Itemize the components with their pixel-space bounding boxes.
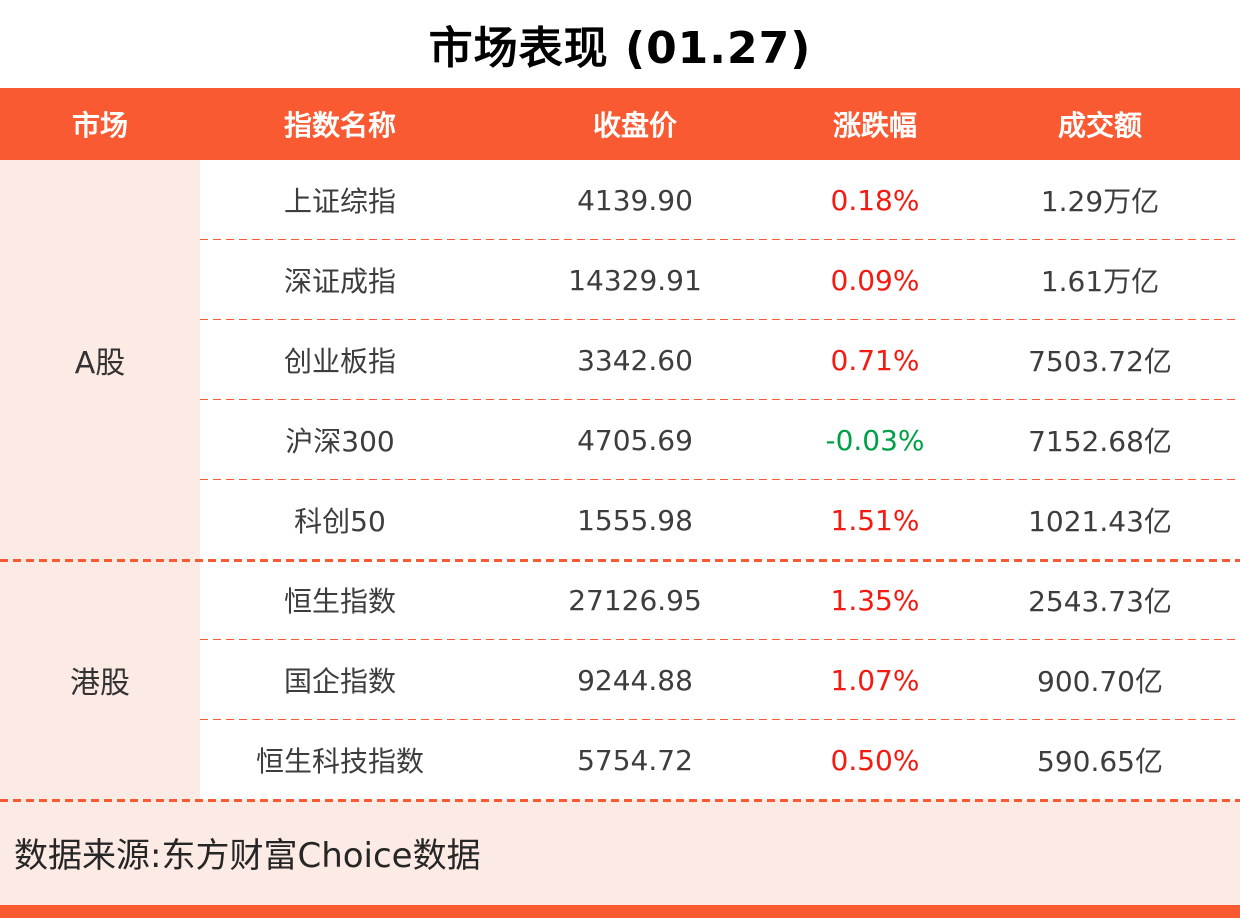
index-name: 创业板指 — [283, 345, 396, 378]
market-label: A股 — [0, 160, 200, 560]
header-cell-index: 指数名称 — [283, 109, 396, 142]
header-cell-close: 收盘价 — [592, 109, 677, 142]
index-name: 恒生指数 — [283, 585, 396, 618]
data-source-text: 数据来源:东方财富Choice数据 — [14, 836, 481, 876]
table-row: 沪深300 4705.69 -0.03% 7152.68亿 — [200, 400, 1240, 482]
index-name: 国企指数 — [283, 665, 396, 698]
market-label: 港股 — [0, 560, 200, 800]
index-name: 沪深300 — [285, 425, 395, 458]
footer: 数据来源:东方财富Choice数据 — [0, 798, 1240, 905]
header-cell-change: 涨跌幅 — [832, 109, 917, 142]
change-percent: -0.03% — [825, 423, 925, 457]
trading-volume: 1.29万亿 — [1040, 185, 1160, 218]
trading-volume: 1021.43亿 — [1028, 505, 1172, 538]
index-name: 科创50 — [294, 505, 386, 538]
page-title: 市场表现 (01.27) — [428, 23, 812, 74]
change-percent: 0.18% — [830, 183, 920, 217]
table-body: A股 上证综指 4139.90 0.18% 1.29万亿 深证成指 14329.… — [0, 160, 1240, 800]
trading-volume: 1.61万亿 — [1040, 265, 1160, 298]
change-percent: 0.50% — [830, 743, 920, 777]
table-row: 恒生科技指数 5754.72 0.50% 590.65亿 — [200, 720, 1240, 800]
change-percent: 0.71% — [830, 343, 920, 377]
table-row: 深证成指 14329.91 0.09% 1.61万亿 — [200, 240, 1240, 322]
market-group: 港股 恒生指数 27126.95 1.35% 2543.73亿 国企指数 924… — [0, 560, 1240, 800]
header-cell-market: 市场 — [71, 109, 128, 142]
change-percent: 1.51% — [830, 503, 920, 537]
trading-volume: 7152.68亿 — [1028, 425, 1172, 458]
table-header-row: 市场 指数名称 收盘价 涨跌幅 成交额 — [0, 88, 1240, 160]
change-percent: 0.09% — [830, 263, 920, 297]
close-price: 4705.69 — [577, 423, 693, 457]
title-bar: 市场表现 (01.27) — [0, 0, 1240, 88]
close-price: 1555.98 — [577, 503, 693, 537]
header-cell-volume: 成交额 — [1057, 109, 1142, 142]
index-name: 恒生科技指数 — [255, 745, 424, 778]
index-name: 深证成指 — [283, 265, 396, 298]
trading-volume: 7503.72亿 — [1028, 345, 1172, 378]
close-price: 5754.72 — [577, 743, 693, 777]
trading-volume: 900.70亿 — [1037, 665, 1163, 698]
group-rows: 上证综指 4139.90 0.18% 1.29万亿 深证成指 14329.91 … — [200, 160, 1240, 560]
bottom-accent-bar — [0, 905, 1240, 918]
close-price: 4139.90 — [577, 183, 693, 217]
market-group: A股 上证综指 4139.90 0.18% 1.29万亿 深证成指 14329.… — [0, 160, 1240, 560]
table-row: 上证综指 4139.90 0.18% 1.29万亿 — [200, 160, 1240, 242]
table-row: 恒生指数 27126.95 1.35% 2543.73亿 — [200, 560, 1240, 642]
table-row: 科创50 1555.98 1.51% 1021.43亿 — [200, 480, 1240, 560]
index-name: 上证综指 — [283, 185, 396, 218]
close-price: 9244.88 — [577, 663, 693, 697]
change-percent: 1.07% — [830, 663, 920, 697]
table-row: 创业板指 3342.60 0.71% 7503.72亿 — [200, 320, 1240, 402]
trading-volume: 590.65亿 — [1037, 745, 1163, 778]
trading-volume: 2543.73亿 — [1028, 585, 1172, 618]
close-price: 3342.60 — [577, 343, 693, 377]
group-rows: 恒生指数 27126.95 1.35% 2543.73亿 国企指数 9244.8… — [200, 560, 1240, 800]
table-row: 国企指数 9244.88 1.07% 900.70亿 — [200, 640, 1240, 722]
change-percent: 1.35% — [830, 583, 920, 617]
close-price: 27126.95 — [568, 583, 702, 617]
close-price: 14329.91 — [568, 263, 702, 297]
